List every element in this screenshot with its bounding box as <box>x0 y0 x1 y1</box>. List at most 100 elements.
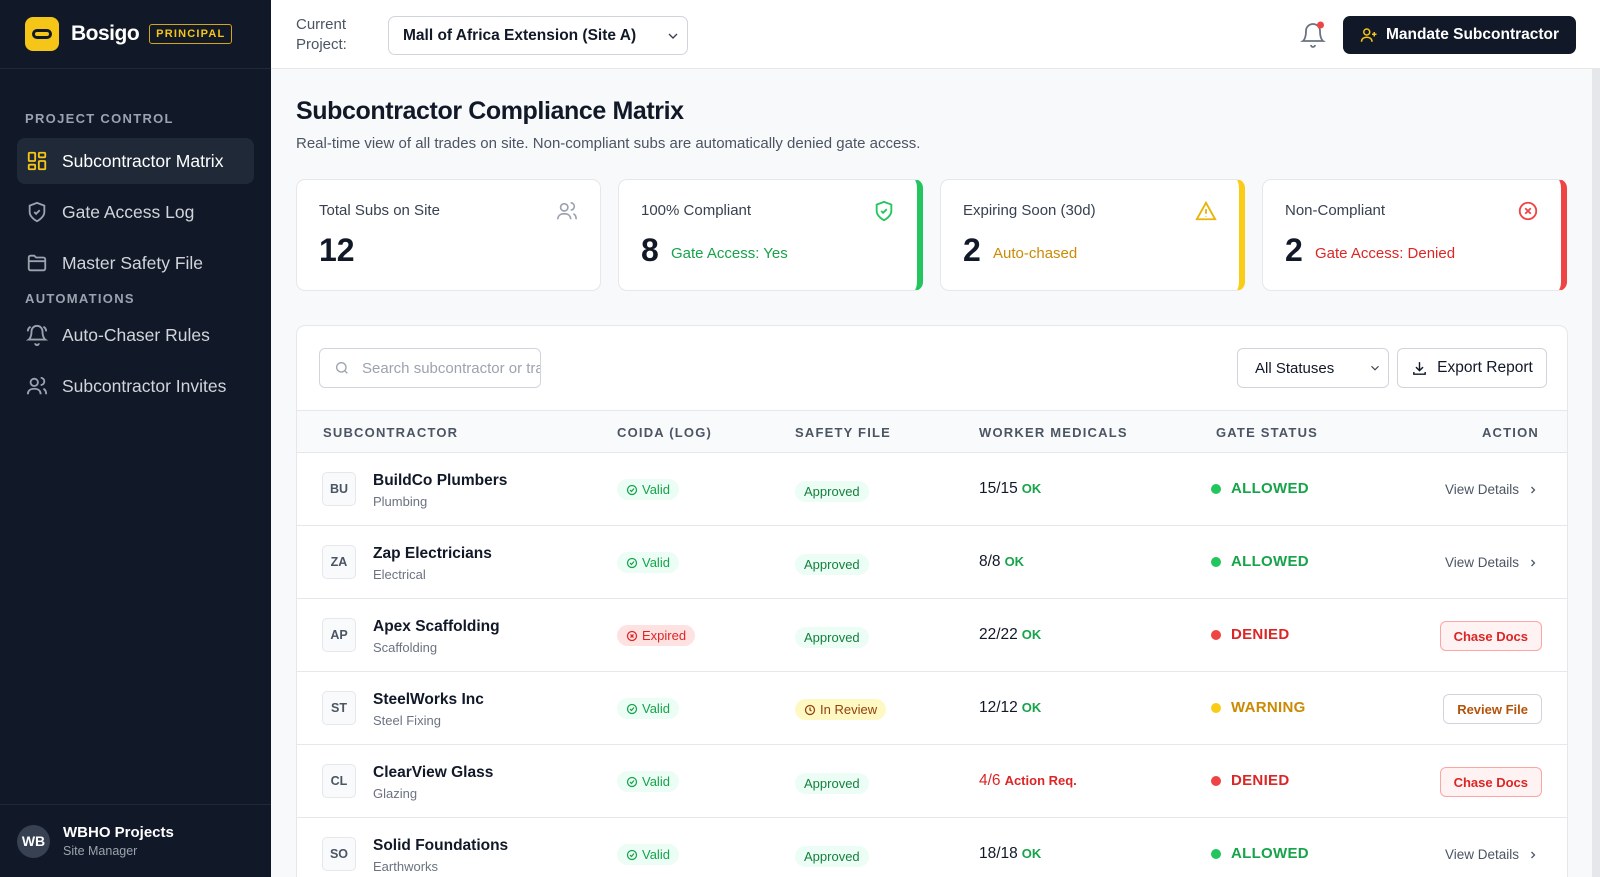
sidebar-item-master-safety-file[interactable]: Master Safety File <box>17 240 254 286</box>
sidebar-item-subcontractor-invites[interactable]: Subcontractor Invites <box>17 363 254 409</box>
status-filter-select[interactable]: All Statuses <box>1237 348 1389 388</box>
gate-status-text: DENIED <box>1231 772 1290 789</box>
mandate-label: Mandate Subcontractor <box>1385 26 1560 43</box>
gate-status: DENIED <box>1211 626 1289 643</box>
page-scrollbar[interactable] <box>1592 69 1600 877</box>
medicals-count: 8/8 <box>979 553 1001 570</box>
check-circle-icon <box>626 557 638 568</box>
column-header: COIDA (LOG) <box>617 425 713 440</box>
subcontractor-trade: Plumbing <box>373 494 428 509</box>
x-circle-icon <box>1518 201 1538 221</box>
coida-status-text: Valid <box>642 774 670 789</box>
sidebar-item-label: Master Safety File <box>62 252 204 273</box>
stat-label: 100% Compliant <box>641 202 752 219</box>
stat-label: Total Subs on Site <box>319 202 440 219</box>
view-details-link[interactable]: View Details <box>1445 482 1539 497</box>
check-circle-icon <box>626 849 638 860</box>
mandate-subcontractor-button[interactable]: Mandate Subcontractor <box>1343 16 1576 54</box>
column-header: ACTION <box>1481 425 1539 440</box>
stat-note: Auto-chased <box>993 245 1078 262</box>
sidebar-item-label: Subcontractor Matrix <box>62 150 224 171</box>
review-file-button[interactable]: Review File <box>1443 694 1542 724</box>
worker-medicals: 4/6 Action Req. <box>979 772 1077 790</box>
medicals-status: OK <box>1021 700 1042 715</box>
chevron-down-icon <box>668 33 678 39</box>
medicals-status: OK <box>1021 481 1042 496</box>
search-input[interactable]: Search subcontractor or trade... <box>319 348 541 388</box>
coida-status-text: Valid <box>642 555 670 570</box>
gate-status: WARNING <box>1211 699 1306 716</box>
coida-status-badge: Valid <box>617 844 679 865</box>
coida-status-badge: Valid <box>617 771 679 792</box>
action-label: View Details <box>1444 482 1519 497</box>
page-subtitle: Real-time view of all trades on site. No… <box>296 135 921 152</box>
table-row[interactable]: CL ClearView Glass Glazing Valid Approve… <box>297 745 1567 818</box>
status-dot-icon <box>1211 848 1221 859</box>
safety-file-badge: In Review <box>795 699 887 720</box>
users-icon <box>557 201 577 220</box>
column-header: GATE STATUS <box>1216 425 1319 440</box>
status-dot-icon <box>1211 483 1221 494</box>
table-row[interactable]: AP Apex Scaffolding Scaffolding Expired … <box>297 599 1567 672</box>
coida-status-badge: Valid <box>617 698 679 719</box>
topbar: Current Project: Mall of Africa Extensio… <box>271 0 1600 69</box>
sidebar-item-label: Gate Access Log <box>62 201 195 222</box>
check-circle-icon <box>626 776 638 787</box>
gate-status: ALLOWED <box>1211 845 1309 862</box>
view-details-link[interactable]: View Details <box>1445 847 1539 862</box>
subcontractor-name: Zap Electricians <box>373 545 492 562</box>
notification-bell-icon[interactable] <box>1300 20 1326 48</box>
safety-file-badge: Approved <box>795 627 869 648</box>
sidebar-item-gate-access-log[interactable]: Gate Access Log <box>17 189 254 235</box>
safety-file-badge: Approved <box>795 846 869 867</box>
subcontractor-trade: Scaffolding <box>373 640 438 655</box>
brand-header: Bosigo PRINCIPAL <box>0 0 271 69</box>
view-details-link[interactable]: View Details <box>1445 555 1539 570</box>
table-row[interactable]: BU BuildCo Plumbers Plumbing Valid Appro… <box>297 453 1567 526</box>
stat-value: 8 <box>641 232 659 268</box>
worker-medicals: 22/22 OK <box>979 626 1041 644</box>
sidebar-item-subcontractor-matrix[interactable]: Subcontractor Matrix <box>17 138 254 184</box>
x-circle-icon <box>626 630 638 641</box>
status-dot-icon <box>1211 629 1221 640</box>
coida-status-text: Expired <box>642 628 687 643</box>
worker-medicals: 8/8 OK <box>979 553 1024 571</box>
export-report-button[interactable]: Export Report <box>1397 348 1547 388</box>
initials-avatar: CL <box>322 764 356 798</box>
search-icon <box>336 362 348 374</box>
gate-status-text: ALLOWED <box>1231 553 1309 570</box>
gate-status: ALLOWED <box>1211 480 1309 497</box>
role-badge: PRINCIPAL <box>149 24 233 44</box>
check-circle-icon <box>626 484 638 495</box>
table-row[interactable]: SO Solid Foundations Earthworks Valid Ap… <box>297 818 1567 877</box>
gate-status-text: WARNING <box>1231 699 1306 716</box>
initials-avatar: AP <box>322 618 356 652</box>
table-row[interactable]: ST SteelWorks Inc Steel Fixing Valid In … <box>297 672 1567 745</box>
status-dot-icon <box>1211 556 1221 567</box>
search-placeholder: Search subcontractor or trade... <box>362 359 540 377</box>
stat-note: Gate Access: Denied <box>1315 245 1456 262</box>
project-select[interactable]: Mall of Africa Extension (Site A) <box>388 16 688 55</box>
initials-avatar: SO <box>322 837 356 871</box>
shield-check-icon <box>875 200 893 222</box>
user-profile[interactable]: WB WBHO Projects Site Manager <box>0 804 271 877</box>
gate-status: ALLOWED <box>1211 553 1309 570</box>
chase-docs-button[interactable]: Chase Docs <box>1439 621 1542 651</box>
user-name: WBHO Projects <box>63 824 174 841</box>
subcontractor-trade: Steel Fixing <box>373 713 441 728</box>
user-plus-icon <box>1360 28 1377 42</box>
sidebar-item-auto-chaser-rules[interactable]: Auto-Chaser Rules <box>17 312 254 358</box>
section-label-project-control: PROJECT CONTROL <box>25 111 174 126</box>
stat-note: Gate Access: Yes <box>671 245 788 262</box>
column-header: SAFETY FILE <box>795 425 892 440</box>
stat-card-expiring: Expiring Soon (30d) 2 Auto-chased <box>940 179 1245 291</box>
coida-status-badge: Valid <box>617 479 679 500</box>
table-row[interactable]: ZA Zap Electricians Electrical Valid App… <box>297 526 1567 599</box>
medicals-count: 4/6 <box>979 772 1001 789</box>
chase-docs-button[interactable]: Chase Docs <box>1439 767 1542 797</box>
project-label: Current Project: <box>296 16 347 53</box>
chevron-right-icon <box>1531 851 1536 858</box>
chevron-right-icon <box>1531 559 1536 566</box>
folder-icon <box>27 254 47 272</box>
users-icon <box>26 376 48 395</box>
